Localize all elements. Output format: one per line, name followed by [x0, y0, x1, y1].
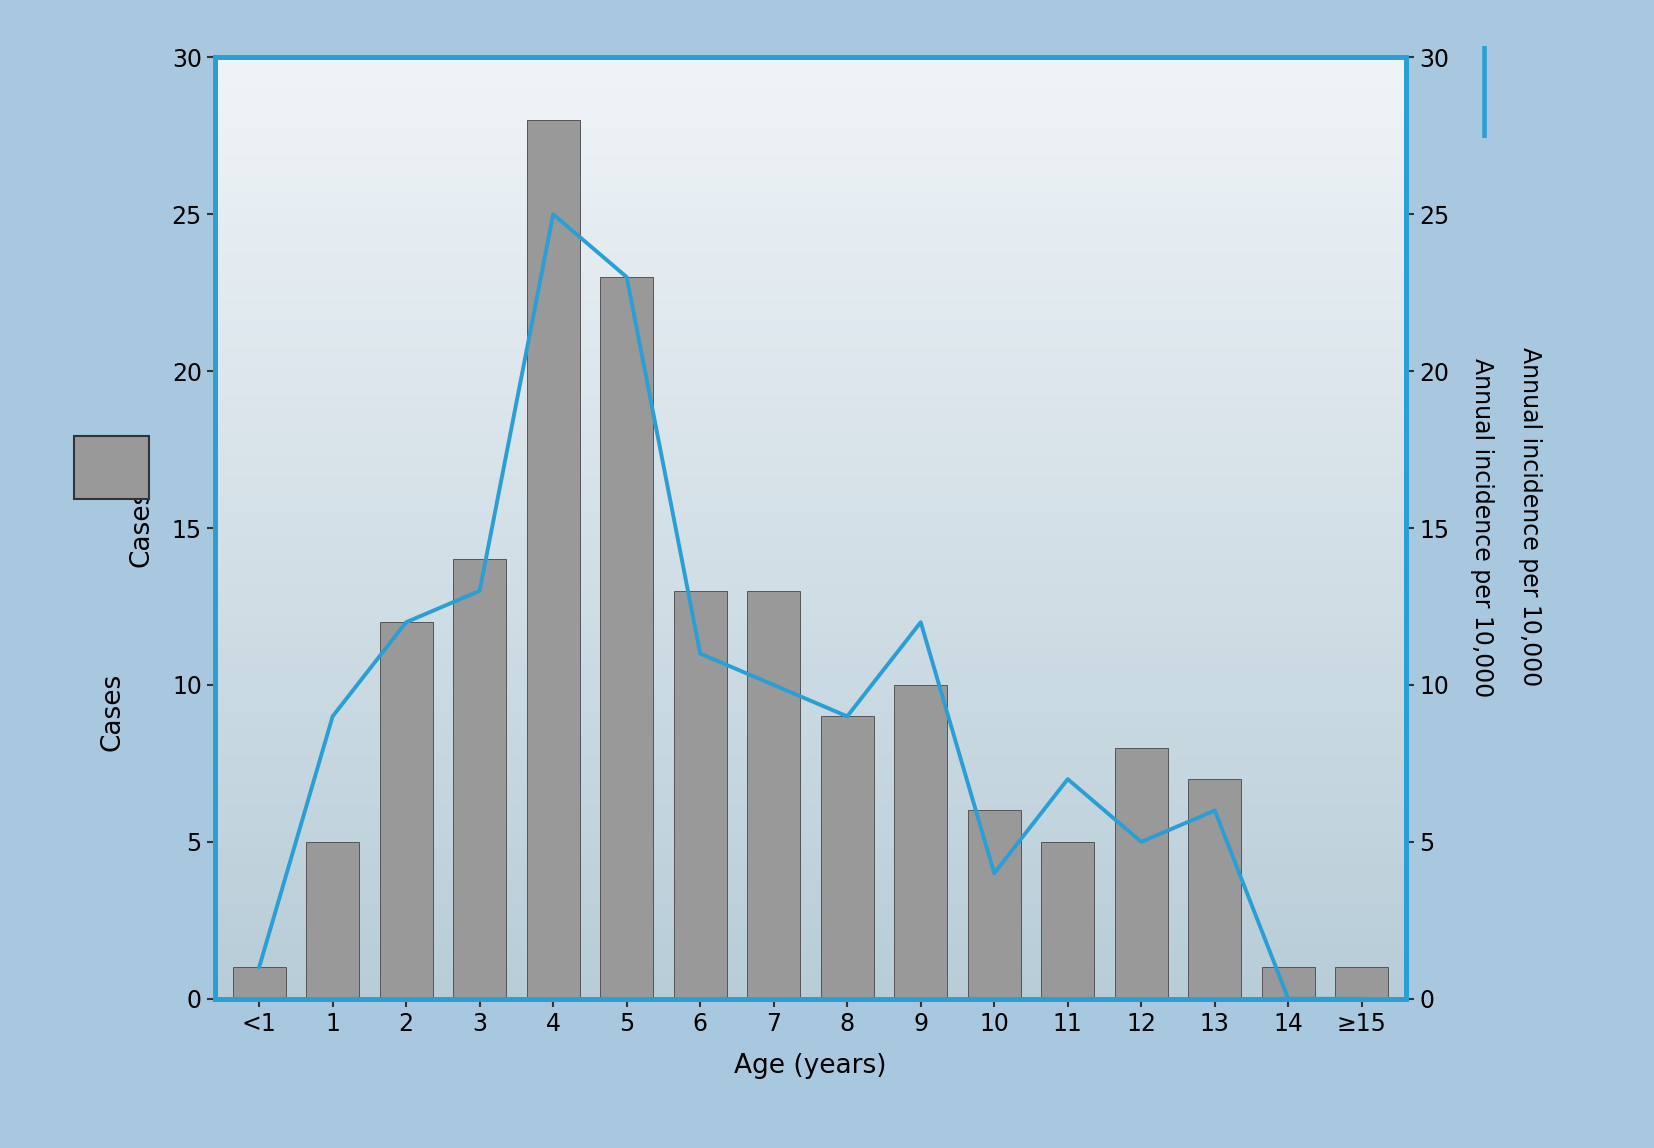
Y-axis label: Cases: Cases — [129, 489, 155, 567]
Bar — [1188, 779, 1240, 999]
Bar — [453, 559, 506, 999]
X-axis label: Age (years): Age (years) — [734, 1053, 887, 1079]
Bar — [895, 685, 948, 999]
Bar — [1262, 968, 1315, 999]
Bar — [380, 622, 433, 999]
Bar — [748, 591, 801, 999]
Y-axis label: Annual incidence per 10,000: Annual incidence per 10,000 — [1470, 358, 1494, 698]
Bar — [600, 277, 653, 999]
Bar — [1042, 841, 1095, 999]
Bar — [233, 968, 286, 999]
Bar — [1335, 968, 1388, 999]
Text: Annual incidence per 10,000: Annual incidence per 10,000 — [1518, 347, 1542, 687]
Bar — [306, 841, 359, 999]
Text: Cases: Cases — [99, 673, 126, 751]
Bar — [968, 810, 1021, 999]
Bar — [820, 716, 873, 999]
Bar — [1115, 747, 1168, 999]
Bar — [526, 121, 579, 999]
Bar — [673, 591, 726, 999]
